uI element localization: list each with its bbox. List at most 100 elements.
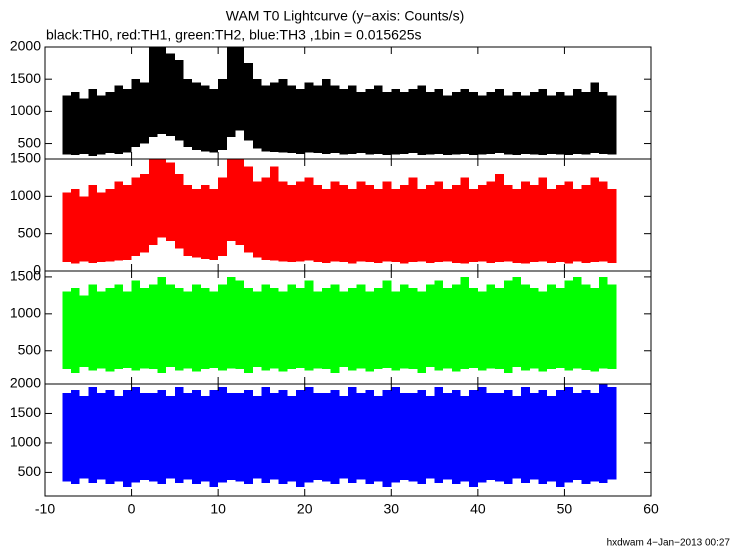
y-tick-label: 1000 <box>10 434 41 450</box>
range-bar <box>140 287 149 369</box>
x-tick-label: 0 <box>128 501 136 517</box>
range-bar <box>451 92 461 155</box>
y-tick-label: 500 <box>18 224 42 240</box>
range-bar <box>434 280 444 371</box>
range-bar <box>278 389 288 485</box>
range-bar <box>382 92 392 156</box>
range-bar <box>270 166 279 261</box>
range-bar <box>322 188 331 263</box>
y-tick-label: 1500 <box>10 70 41 86</box>
range-bar <box>348 188 357 264</box>
range-bar <box>391 188 400 263</box>
range-bar <box>373 188 383 263</box>
range-bar <box>460 395 470 482</box>
range-bar <box>486 92 496 154</box>
range-bar <box>96 95 106 155</box>
range-bar <box>322 287 331 370</box>
range-bar <box>607 188 617 263</box>
range-bar <box>555 185 565 263</box>
range-bar <box>399 392 409 481</box>
range-bar <box>174 386 184 484</box>
range-bar <box>529 185 539 263</box>
range-bar <box>88 284 97 371</box>
range-bar <box>226 392 236 481</box>
range-bar <box>261 386 271 484</box>
range-bar <box>607 95 617 155</box>
range-bar <box>79 395 89 479</box>
y-tick-label: 0 <box>33 262 41 278</box>
range-bar <box>157 159 167 238</box>
range-bar <box>547 395 556 482</box>
range-bar <box>296 287 305 368</box>
y-tick-label: 1500 <box>10 268 41 284</box>
range-bar <box>244 166 253 253</box>
range-bar <box>313 392 323 481</box>
range-bar <box>330 284 340 373</box>
y-tick-label: 1500 <box>10 404 41 420</box>
range-bar <box>122 88 132 153</box>
chart-title: WAM T0 Lightcurve (y−axis: Counts/s) <box>226 8 464 24</box>
range-bar <box>88 88 97 156</box>
range-bar <box>226 276 236 369</box>
range-bar <box>573 188 582 262</box>
range-bar <box>148 392 158 482</box>
range-bar <box>408 88 418 154</box>
range-bar <box>313 85 323 154</box>
y-tick-label: 500 <box>18 134 42 150</box>
range-bar <box>425 284 435 368</box>
range-bar <box>365 185 374 263</box>
range-bar <box>529 92 539 155</box>
range-bar <box>460 276 470 370</box>
range-bar <box>425 185 435 263</box>
range-bar <box>443 392 452 480</box>
range-bar <box>166 53 175 136</box>
range-bar <box>477 95 487 155</box>
x-tick-label: 60 <box>643 501 659 517</box>
credit: hxdwam 4−Jan−2013 00:27 <box>607 538 731 549</box>
range-bar <box>443 287 452 369</box>
range-bar <box>451 185 461 263</box>
range-bar <box>105 188 115 262</box>
range-bar <box>79 98 89 154</box>
range-bar <box>96 192 106 263</box>
range-bar <box>218 386 227 483</box>
y-tick-label: 1000 <box>10 305 41 321</box>
range-bar <box>460 177 470 264</box>
range-bar <box>451 284 461 372</box>
range-bar <box>287 284 297 370</box>
range-bar <box>607 284 617 370</box>
range-bar <box>192 82 201 150</box>
range-bar <box>226 47 236 138</box>
range-bar <box>434 386 444 484</box>
range-bar <box>564 386 574 483</box>
y-tick-label: 2000 <box>10 38 41 54</box>
range-bar <box>373 287 383 370</box>
range-bar <box>166 395 175 479</box>
range-bar <box>278 291 288 372</box>
range-bar <box>304 177 314 261</box>
range-bar <box>278 181 288 262</box>
range-bar <box>70 389 80 485</box>
range-bar <box>270 392 279 480</box>
range-bar <box>114 395 123 482</box>
range-bar <box>521 95 530 154</box>
range-bar <box>131 280 141 371</box>
range-bar <box>313 185 323 263</box>
range-bar <box>434 181 444 263</box>
range-bar <box>131 386 141 483</box>
range-bar <box>521 181 530 264</box>
range-bar <box>581 92 591 155</box>
range-bar <box>555 389 565 488</box>
range-bar <box>339 291 348 368</box>
range-bar <box>122 185 132 260</box>
y-tick-label: 1000 <box>10 187 41 203</box>
range-bar <box>226 159 236 242</box>
range-bar <box>391 386 400 483</box>
range-bar <box>62 192 71 263</box>
range-bar <box>356 284 366 369</box>
range-bar <box>174 173 184 249</box>
range-bar <box>114 284 123 370</box>
range-bar <box>304 386 314 483</box>
range-bar <box>365 389 374 485</box>
range-bar <box>322 79 331 154</box>
